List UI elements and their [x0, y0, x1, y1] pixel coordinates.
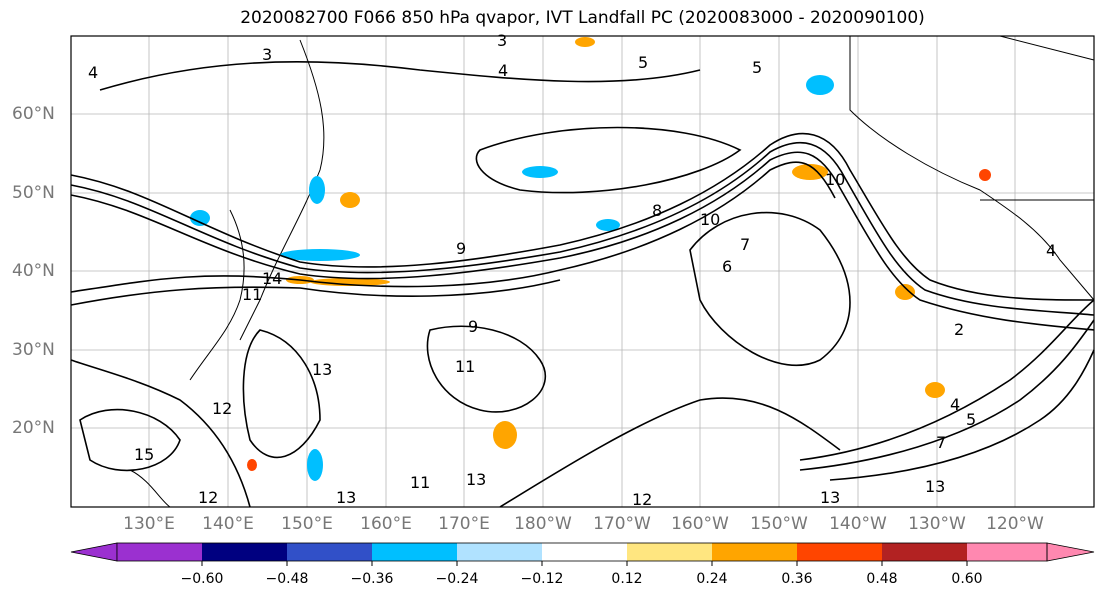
- lon-label: 130°W: [908, 514, 966, 534]
- contour-label: 15: [134, 445, 154, 464]
- colorbar-bin: [202, 543, 287, 561]
- colorbar-bin: [882, 543, 967, 561]
- map-title: 2020082700 F066 850 hPa qvapor, IVT Land…: [240, 8, 925, 28]
- contour-label: 7: [936, 433, 946, 452]
- contour-label: 4: [950, 395, 960, 414]
- contour-label: 12: [198, 488, 218, 507]
- anomaly-patches: [190, 37, 991, 481]
- contour-label: 4: [88, 63, 98, 82]
- contour-label: 13: [466, 470, 486, 489]
- colorbar-bin: [712, 543, 797, 561]
- map-background: [71, 36, 1094, 507]
- colorbar-extend-min: [70, 542, 118, 562]
- colorbar-tick-label: 0.48: [866, 571, 898, 587]
- contour-label: 9: [456, 239, 466, 258]
- colorbar-bin: [287, 543, 372, 561]
- contour-label: 5: [752, 58, 762, 77]
- contour-label: 10: [825, 170, 845, 189]
- colorbar-bin: [627, 543, 712, 561]
- lon-label: 150°E: [281, 514, 333, 534]
- colorbar-bin: [542, 543, 627, 561]
- graticule: [71, 36, 1094, 507]
- contour-label: 12: [632, 490, 652, 509]
- lon-label: 120°W: [986, 514, 1044, 534]
- lon-label: 150°W: [750, 514, 808, 534]
- contour-label: 11: [410, 473, 430, 492]
- colorbar-tick-label: 0.60: [951, 571, 983, 587]
- colorbar-tick-label: −0.36: [350, 571, 394, 587]
- lat-label: 60°N: [12, 104, 55, 124]
- lon-label: 160°E: [360, 514, 412, 534]
- lat-label: 20°N: [12, 418, 55, 438]
- contour-label: 11: [455, 357, 475, 376]
- lon-label: 130°E: [123, 514, 175, 534]
- contour-label: 7: [740, 235, 750, 254]
- colorbar-tick-label: 0.24: [696, 571, 728, 587]
- colorbar-extend-max: [1046, 542, 1095, 562]
- colorbar-tick-label: −0.48: [265, 571, 309, 587]
- colorbar-bin: [797, 543, 882, 561]
- colorbar-tick-label: −0.24: [435, 571, 479, 587]
- lon-label: 160°W: [671, 514, 729, 534]
- contour-label: 13: [312, 360, 332, 379]
- colorbar-frame: [116, 542, 1048, 562]
- contour-label: 3: [262, 45, 272, 64]
- colorbar-bin: [967, 543, 1047, 561]
- lon-label: 170°W: [593, 514, 651, 534]
- colorbar-tick-label: −0.60: [180, 571, 224, 587]
- colorbar-tick-label: −0.12: [520, 571, 564, 587]
- lon-label: 140°E: [202, 514, 254, 534]
- lat-label: 50°N: [12, 183, 55, 203]
- contour-label: 3: [497, 31, 507, 50]
- contour-label: 2: [954, 320, 964, 339]
- contour-label: 4: [498, 61, 508, 80]
- contour-label: 13: [336, 488, 356, 507]
- contour-label: 5: [966, 410, 976, 429]
- contour-label: 13: [925, 477, 945, 496]
- contour-label: 5: [638, 53, 648, 72]
- colorbar-bin: [117, 543, 202, 561]
- contour-label: 12: [212, 399, 232, 418]
- lon-label: 140°W: [829, 514, 887, 534]
- contour-lines: [70, 61, 1095, 508]
- lat-label: 40°N: [12, 261, 55, 281]
- contour-label: 10: [700, 210, 720, 229]
- contour-label: 13: [820, 488, 840, 507]
- coastlines: [129, 35, 1095, 508]
- colorbar-tick-label: 0.36: [781, 571, 813, 587]
- contour-label: 4: [1046, 241, 1056, 260]
- lon-label: 180°W: [514, 514, 572, 534]
- contour-label: 9: [468, 317, 478, 336]
- colorbar-bin: [372, 543, 457, 561]
- lat-label: 30°N: [12, 340, 55, 360]
- colorbar-ticks: [201, 561, 968, 566]
- contour-label: 11: [242, 285, 262, 304]
- colorbar-bin: [457, 543, 542, 561]
- colorbar: [70, 542, 1095, 566]
- contour-label: 6: [722, 257, 732, 276]
- contour-label-group: 3 3 4 4 5 5 10 10 11 11 11 12 12 12 13 1…: [88, 31, 1056, 509]
- contour-label: 14: [262, 269, 282, 288]
- map-frame: [70, 35, 1095, 508]
- lon-label: 170°E: [438, 514, 490, 534]
- colorbar-tick-label: 0.12: [611, 571, 643, 587]
- contour-label: 8: [652, 201, 662, 220]
